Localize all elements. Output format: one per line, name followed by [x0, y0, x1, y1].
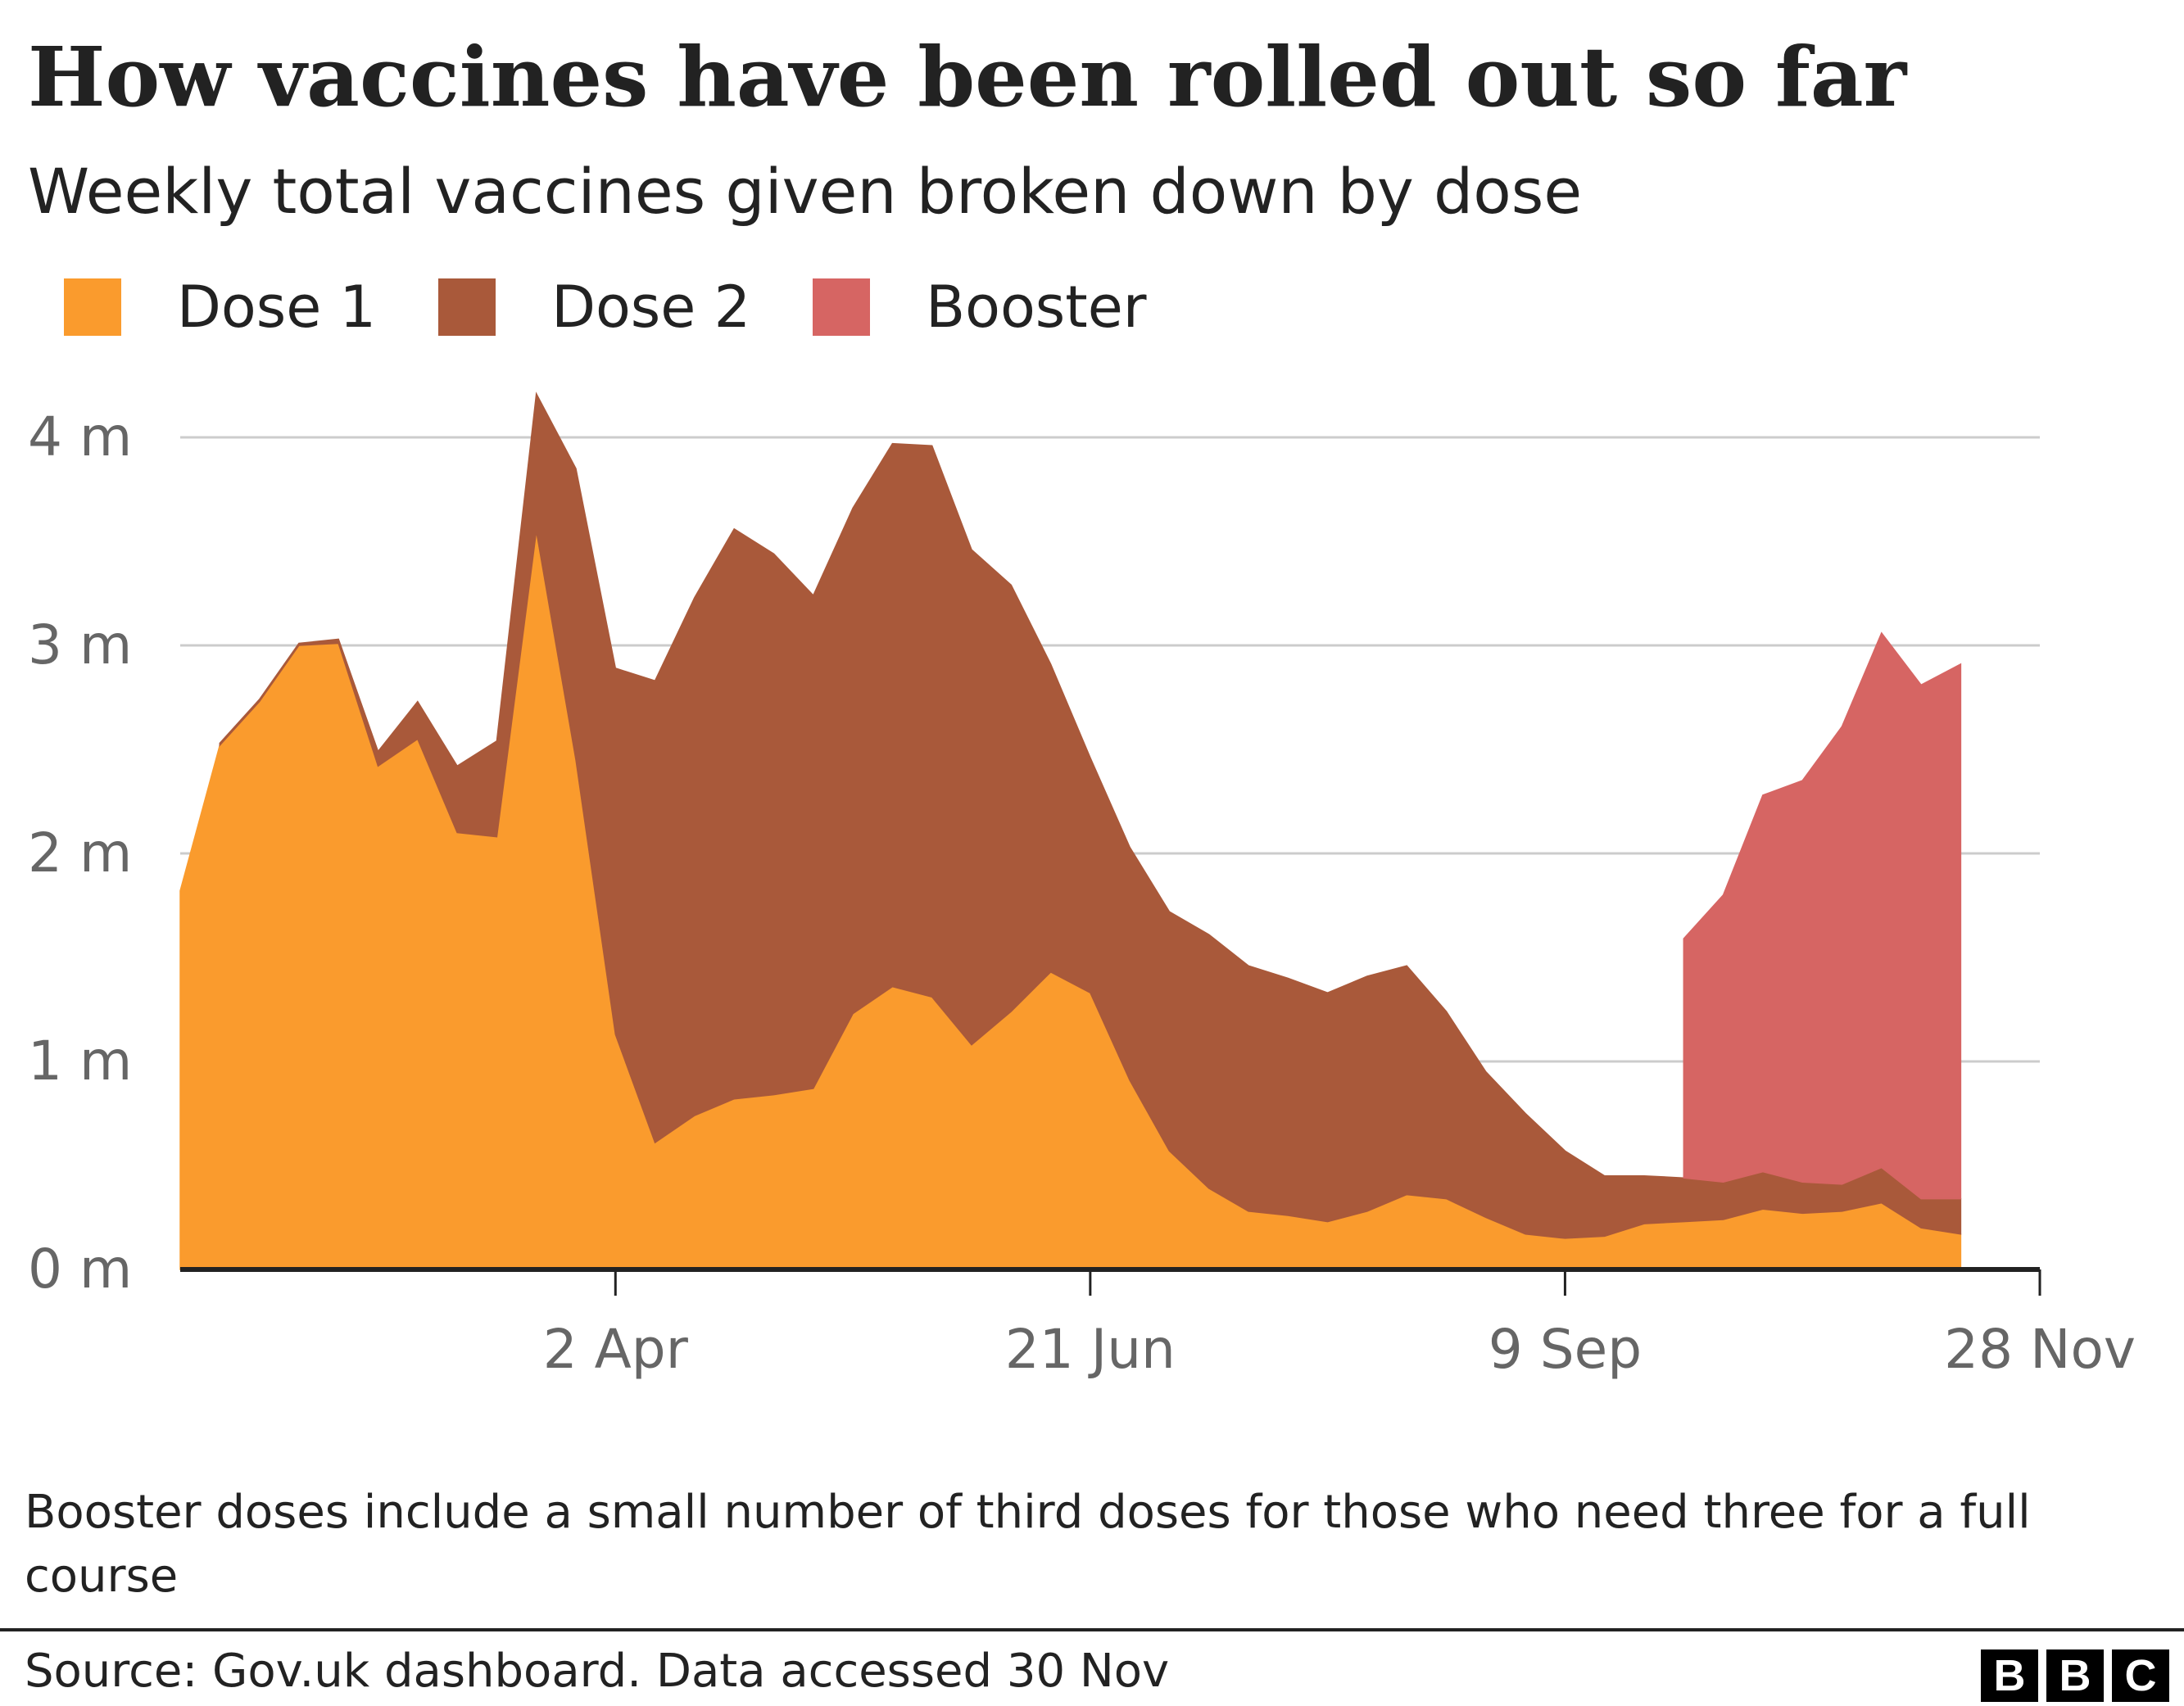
chart-subtitle: Weekly total vaccines given broken down … [28, 155, 1583, 228]
stacked-area-chart: 0 m 1 m 2 m 3 m 4 m 2 Apr 21 Jun 9 Sep 28 Nov [28, 391, 2136, 1381]
legend-swatch-dose-1 [64, 278, 121, 336]
y-tick-label: 0 m [28, 1238, 132, 1301]
legend: Dose 1 Dose 2 Booster [64, 266, 1209, 348]
chart-title: How vaccines have been rolled out so far [28, 29, 1907, 125]
axes: 0 m 1 m 2 m 3 m 4 m 2 Apr 21 Jun 9 Sep 28 Nov [28, 405, 2136, 1381]
legend-item-dose-2: Dose 2 [438, 270, 750, 344]
footnote: Booster doses include a small number of … [25, 1486, 2031, 1603]
legend-item-booster: Booster [813, 270, 1147, 344]
legend-item-dose-1: Dose 1 [64, 270, 376, 344]
bbc-logo-letter: B [1981, 1649, 2038, 1702]
y-tick-label: 4 m [28, 405, 132, 468]
legend-label-dose-2: Dose 2 [551, 274, 751, 341]
x-tick-label: 28 Nov [1944, 1318, 2136, 1381]
area-booster [1683, 631, 1962, 1200]
area-series [179, 391, 1962, 1270]
footer-divider [0, 1628, 2184, 1631]
x-tick-label: 9 Sep [1488, 1318, 1642, 1381]
x-tick-label: 2 Apr [543, 1318, 689, 1381]
legend-label-dose-1: Dose 1 [177, 274, 377, 341]
bbc-logo-letter: B [2046, 1649, 2104, 1702]
y-tick-label: 3 m [28, 613, 132, 677]
bbc-logo: B B C [1973, 1649, 2169, 1702]
legend-swatch-booster [813, 278, 871, 336]
legend-swatch-dose-2 [438, 278, 496, 336]
y-tick-label: 1 m [28, 1029, 132, 1093]
y-tick-label: 2 m [28, 821, 132, 885]
legend-label-booster: Booster [926, 274, 1147, 341]
source-text: Source: Gov.uk dashboard. Data accessed … [25, 1645, 1170, 1698]
area-dose-2 [219, 391, 1962, 1239]
x-tick-label: 21 Jun [1005, 1318, 1176, 1381]
bbc-logo-letter: C [2112, 1649, 2169, 1702]
